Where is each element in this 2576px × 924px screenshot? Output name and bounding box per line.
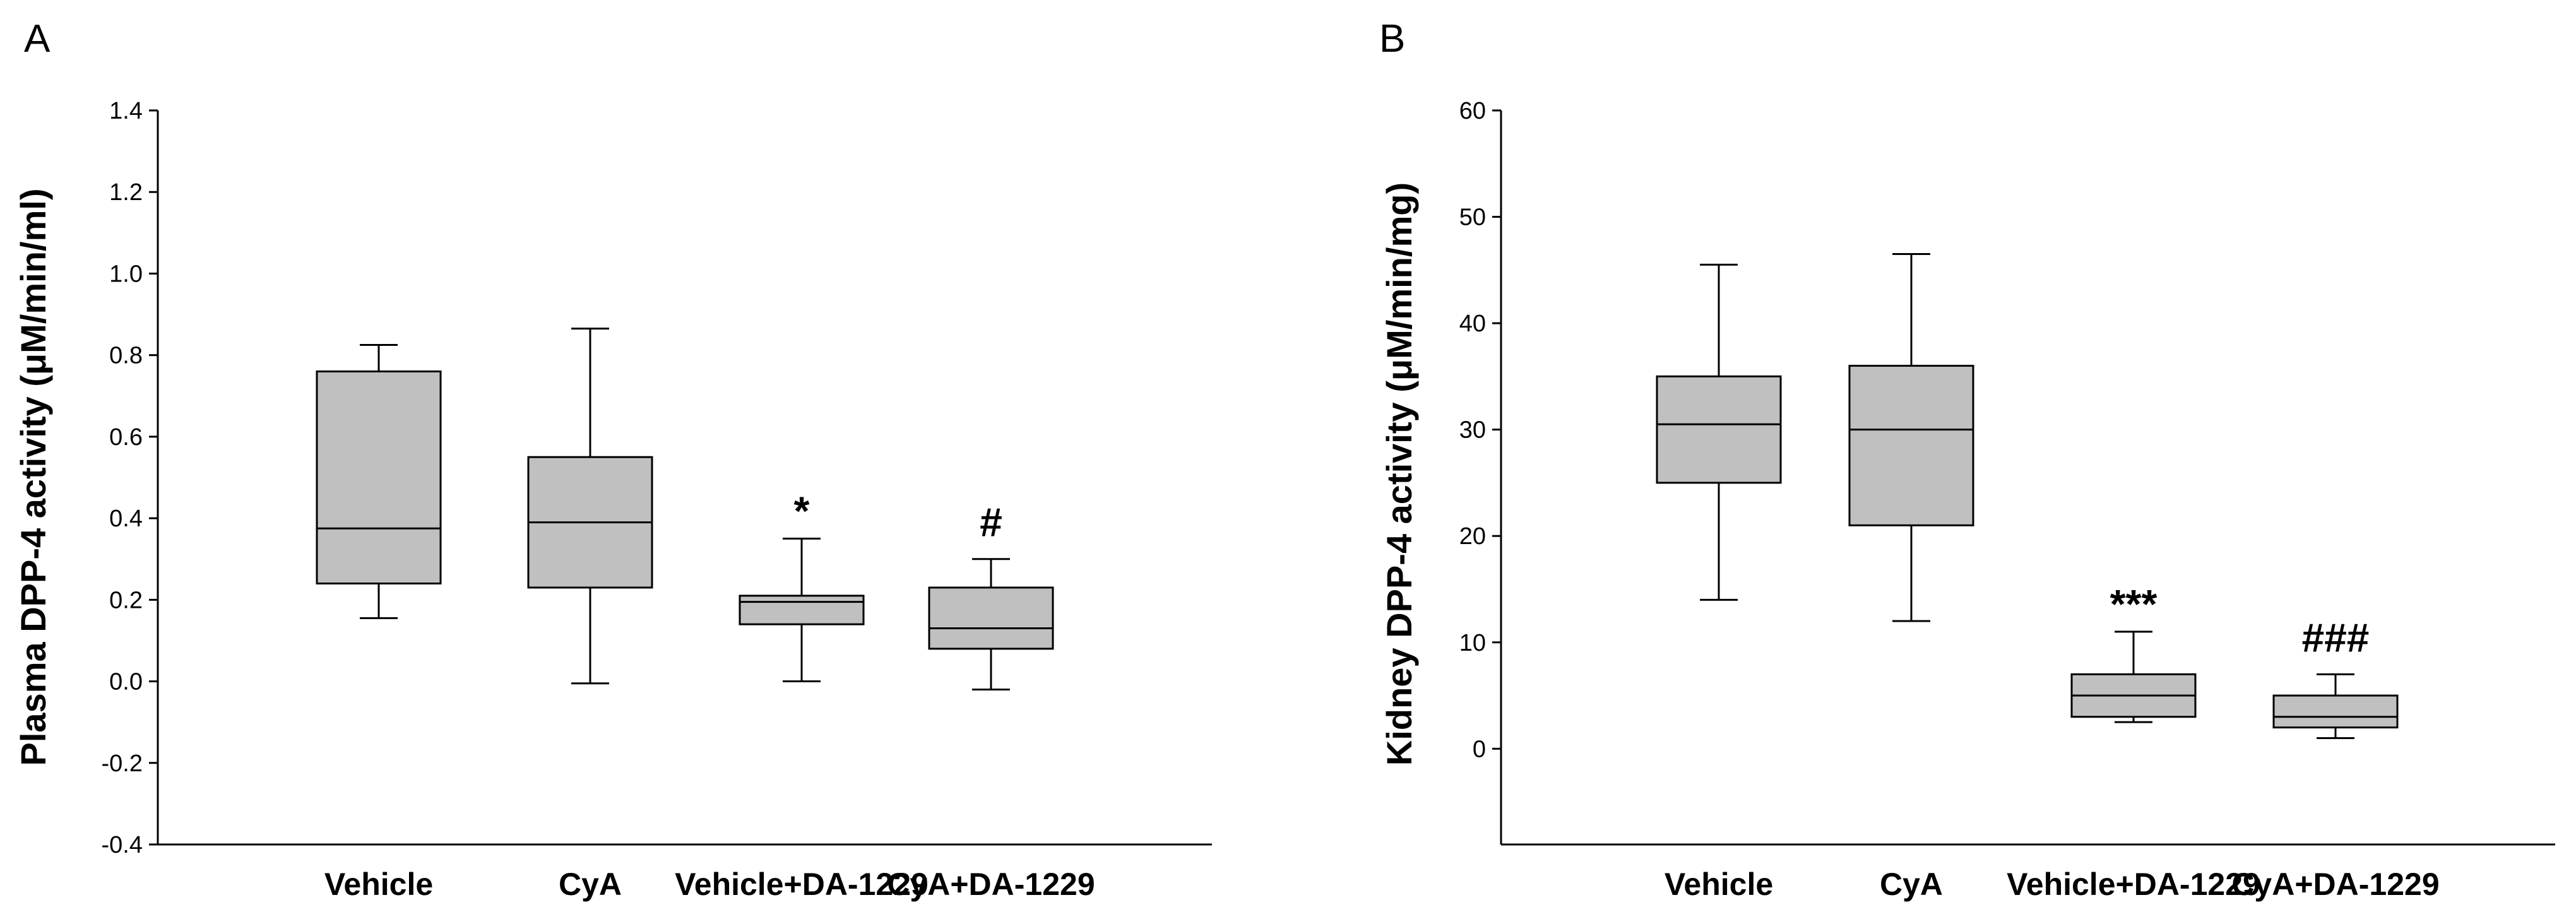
x-category-label: Vehicle (324, 867, 433, 902)
y-tick-label: -0.4 (102, 832, 143, 858)
chart-panel-a: A Plasma DPP-4 activity (μM/min/ml) -0.4… (13, 17, 1212, 902)
y-tick-label: 0.8 (109, 343, 143, 369)
significance-marker: ### (2302, 615, 2370, 660)
y-tick-label: 40 (1459, 311, 1486, 337)
y-tick-label: 1.2 (109, 179, 143, 206)
x-category-label: Vehicle (1665, 867, 1773, 902)
y-tick-label: 10 (1459, 630, 1486, 656)
y-tick-label: 1.4 (109, 98, 143, 124)
y-tick-label: 0.6 (109, 424, 143, 451)
y-tick-label: 0 (1473, 736, 1486, 762)
iqr-box (316, 370, 442, 584)
panel-label-b: B (1379, 17, 1405, 61)
box-plot-vehicle-da-1229: * (739, 488, 865, 683)
box-plot-cya-da-1229: # (928, 500, 1054, 690)
iqr-box (1656, 375, 1782, 484)
box-plot-vehicle-da-1229: *** (2070, 581, 2197, 723)
x-category-label: Vehicle+DA-1229 (675, 867, 929, 902)
y-tick-label: 50 (1459, 204, 1486, 231)
box-plot-cya-da-1229: ### (2272, 615, 2399, 739)
y-tick-label: 1.0 (109, 261, 143, 287)
x-category-label: CyA+DA-1229 (2231, 867, 2439, 902)
y-axis-title-a: Plasma DPP-4 activity (μM/min/ml) (13, 189, 53, 766)
y-axis-title-b: Kidney DPP-4 activity (μM/min/mg) (1379, 182, 1419, 766)
iqr-box (739, 595, 865, 625)
significance-marker: *** (2110, 581, 2158, 627)
iqr-box (1848, 365, 1974, 526)
y-tick-label: 0.2 (109, 587, 143, 613)
plot-area-a: -0.4 -0.2 0.0 0.2 0.4 0.6 0.8 1.0 1.2 1.4 Vehicle C… (102, 98, 1212, 902)
significance-marker: # (980, 500, 1002, 545)
y-tick-label: 60 (1459, 98, 1486, 124)
x-category-label: CyA+DA-1229 (887, 867, 1095, 902)
plot-area-b: 0 10 20 30 40 50 60 Vehicle CyA *** Vehicle+DA-122… (1459, 98, 2555, 902)
y-tick-label: -0.2 (102, 750, 143, 777)
significance-marker: * (794, 488, 810, 533)
box-plot-cya (527, 328, 653, 685)
x-category-label: Vehicle+DA-1229 (2007, 867, 2260, 902)
y-tick-label: 20 (1459, 523, 1486, 550)
x-category-label: CyA (1880, 867, 1943, 902)
panel-label-a: A (24, 17, 50, 61)
y-tick-label: 0.4 (109, 506, 143, 532)
chart-panel-b: B Kidney DPP-4 activity (μM/min/mg) 0 10 2… (1379, 17, 2555, 902)
iqr-box (2272, 694, 2399, 729)
x-category-label: CyA (559, 867, 622, 902)
box-plot-vehicle (316, 344, 442, 619)
box-plot-vehicle (1656, 263, 1782, 601)
iqr-box (928, 586, 1054, 650)
y-tick-label: 0.0 (109, 669, 143, 696)
box-plot-cya (1848, 253, 1974, 622)
y-tick-label: 30 (1459, 417, 1486, 444)
